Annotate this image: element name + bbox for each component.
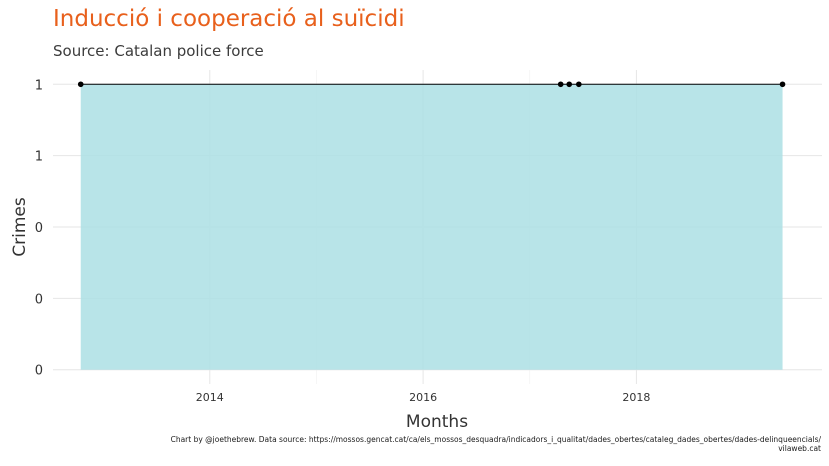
x-tick-label: 2018 — [622, 391, 650, 404]
y-tick-label: 0 — [35, 221, 43, 236]
caption-site-line: vilaweb.cat — [778, 444, 821, 453]
y-tick-label: 1 — [35, 150, 43, 165]
data-point — [557, 81, 564, 88]
x-axis-title: Months — [406, 412, 468, 432]
x-tick-label: 2016 — [409, 391, 437, 404]
caption-source-line: Chart by @joethebrew. Data source: https… — [170, 435, 821, 444]
data-point — [779, 81, 786, 88]
area-layer — [80, 84, 783, 370]
x-axis-ticks: 2014 2016 2018 — [196, 391, 651, 404]
data-point — [77, 81, 84, 88]
y-tick-label: 0 — [35, 292, 43, 307]
y-tick-label: 0 — [35, 364, 43, 379]
area-fill — [80, 84, 783, 370]
chart-title: Inducció i cooperació al suïcidi — [53, 6, 405, 32]
y-axis-ticks: 0 0 0 1 1 — [35, 78, 43, 378]
data-point — [576, 81, 582, 88]
data-point — [566, 81, 573, 88]
chart-caption: Chart by @joethebrew. Data source: https… — [61, 435, 821, 453]
y-tick-label: 1 — [35, 78, 43, 93]
chart-subtitle: Source: Catalan police force — [53, 42, 264, 60]
x-tick-label: 2014 — [196, 391, 224, 404]
y-axis-title: Crimes — [10, 197, 30, 257]
point-layer — [77, 81, 786, 88]
